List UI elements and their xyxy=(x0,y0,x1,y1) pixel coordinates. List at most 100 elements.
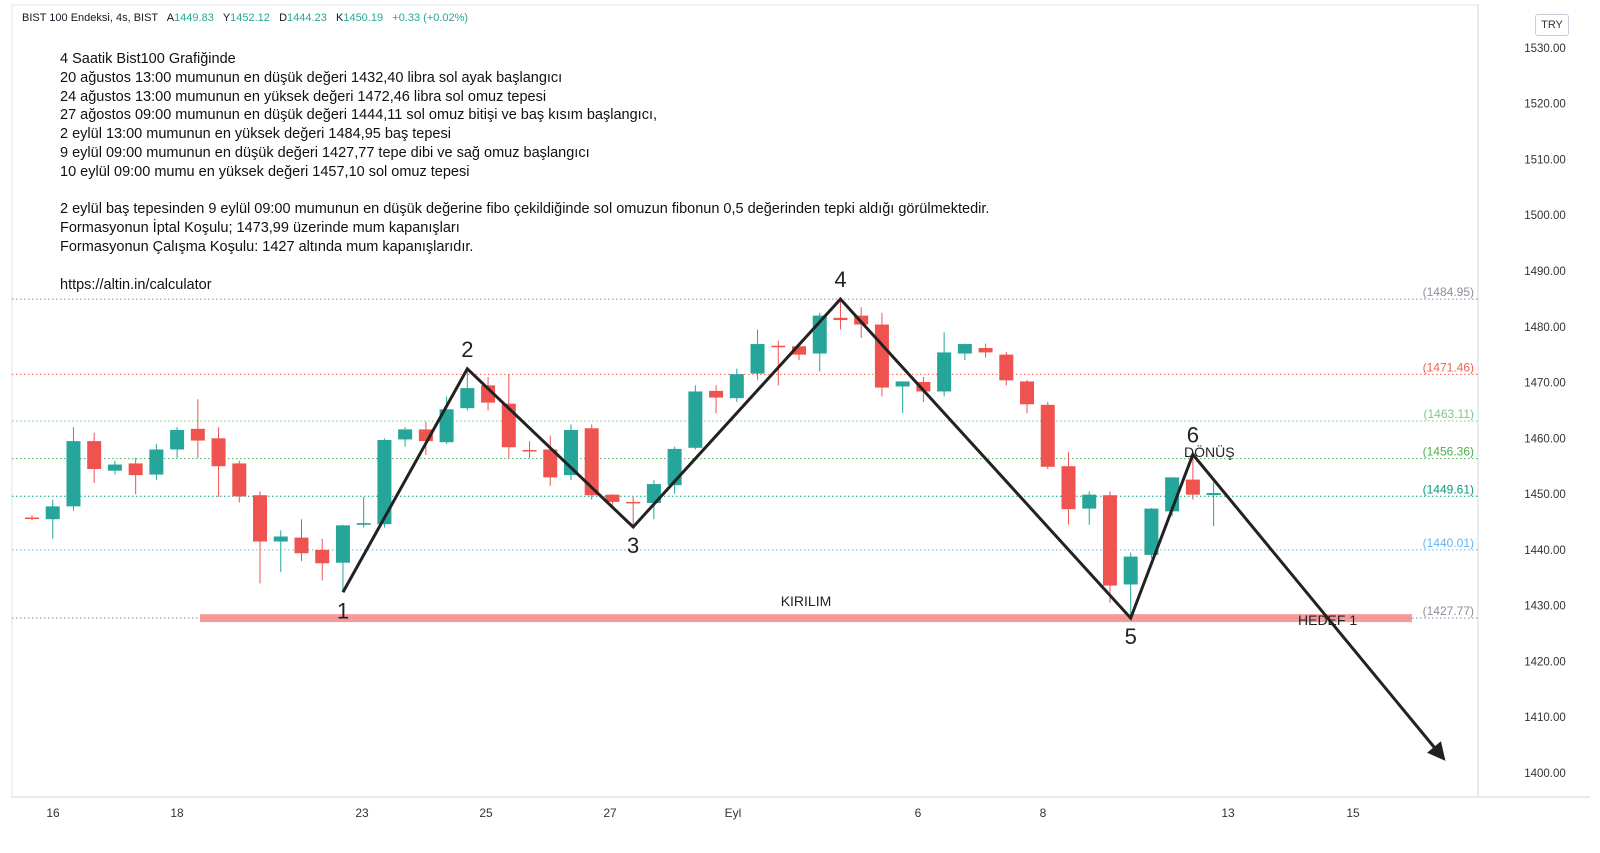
candle xyxy=(460,368,475,411)
y-tick-label: 1530.00 xyxy=(1524,43,1566,55)
candle-body xyxy=(190,428,205,441)
x-tick-label: 16 xyxy=(46,806,60,820)
candle xyxy=(418,421,433,456)
close-value: 1450.19 xyxy=(343,12,384,24)
high-label: Y xyxy=(222,12,231,24)
candle-body xyxy=(688,391,703,448)
candle-body xyxy=(792,346,807,355)
x-tick-label: 23 xyxy=(355,806,369,820)
candle-body xyxy=(833,317,848,321)
note-line: Formasyonun Çalışma Koşulu: 1427 altında… xyxy=(60,238,474,255)
pattern-point-label: 4 xyxy=(834,267,846,292)
x-tick-label: Eyl xyxy=(725,806,742,820)
candle xyxy=(501,374,516,458)
target-annotation: HEDEF 1 xyxy=(1298,612,1357,628)
candle xyxy=(688,385,703,450)
open-value: 1449.83 xyxy=(174,12,214,24)
candle-body xyxy=(253,495,268,542)
candle xyxy=(232,460,247,503)
note-line: 24 ağustos 13:00 mumunun en yüksek değer… xyxy=(60,88,547,105)
candle-body xyxy=(729,374,744,399)
note-line: 2 eylül baş tepesinden 9 eylül 09:00 mum… xyxy=(60,201,990,218)
candle xyxy=(1123,552,1138,619)
candle-body xyxy=(1206,493,1221,496)
candle xyxy=(1102,491,1117,603)
candle-body xyxy=(978,347,993,353)
y-tick-label: 1520.00 xyxy=(1524,99,1566,111)
x-tick-label: 13 xyxy=(1221,806,1235,820)
candle xyxy=(149,443,164,481)
candle xyxy=(978,343,993,358)
candle-body xyxy=(1102,495,1117,586)
candle xyxy=(729,368,744,403)
candle-body xyxy=(170,429,185,450)
y-tick-label: 1400.00 xyxy=(1524,768,1566,780)
close-label: K xyxy=(335,12,344,24)
candle-body xyxy=(709,390,724,398)
y-tick-label: 1480.00 xyxy=(1524,322,1566,334)
low-value: 1444.23 xyxy=(287,12,327,24)
candle xyxy=(522,441,537,458)
candle-body xyxy=(460,388,475,409)
projection-arrowhead xyxy=(1427,741,1446,761)
price-level-label: (1484.95) xyxy=(1423,285,1474,299)
candle xyxy=(937,332,952,397)
candle xyxy=(211,427,226,497)
candle-body xyxy=(874,324,889,388)
candle-body xyxy=(1061,466,1076,510)
high-value: 1452.12 xyxy=(230,12,270,24)
candle-body xyxy=(1020,381,1035,405)
candle xyxy=(253,491,268,584)
low-label: D xyxy=(279,12,288,24)
price-level-label: (1449.61) xyxy=(1423,482,1474,496)
analysis-note: 4 Saatik Bist100 Grafiğinde 20 ağustos 13… xyxy=(60,50,989,294)
x-tick-label: 18 xyxy=(170,806,184,820)
y-tick-label: 1490.00 xyxy=(1524,266,1566,278)
y-tick-label: 1410.00 xyxy=(1524,712,1566,724)
x-tick-label: 15 xyxy=(1346,806,1360,820)
candle xyxy=(1082,491,1097,525)
candle-body xyxy=(335,525,350,563)
open-label: A xyxy=(166,12,175,24)
candle-body xyxy=(211,438,226,467)
currency-button[interactable]: TRY xyxy=(1535,14,1569,36)
candle-body xyxy=(439,409,454,443)
note-line: 9 eylül 09:00 mumunun en düşük değeri 14… xyxy=(60,144,590,161)
y-tick-label: 1420.00 xyxy=(1524,656,1566,668)
candle xyxy=(398,427,413,447)
candle xyxy=(957,343,972,361)
price-level-label: (1440.01) xyxy=(1423,536,1474,550)
candle xyxy=(315,538,330,581)
note-line: Formasyonun İptal Koşulu; 1473,99 üzerin… xyxy=(60,220,460,237)
note-line: 27 ağostos 09:00 mumunun en düşük değeri… xyxy=(60,107,657,124)
candle xyxy=(273,530,288,573)
candle-body xyxy=(87,441,102,469)
pattern-point-label: 2 xyxy=(461,337,473,362)
candle-body xyxy=(1185,479,1200,495)
candle-body xyxy=(937,352,952,392)
candle xyxy=(543,435,558,486)
candle-body xyxy=(294,537,309,554)
note-line: 20 ağustos 13:00 mumunun en düşük değeri… xyxy=(60,69,563,86)
candle-body xyxy=(543,449,558,478)
candle xyxy=(66,427,81,511)
candle-body xyxy=(957,344,972,354)
candle-body xyxy=(107,464,122,471)
candle xyxy=(1206,482,1221,527)
candle xyxy=(335,524,350,592)
symbol-label[interactable]: BIST 100 Endeksi, 4s, BIST xyxy=(22,12,159,24)
candle-body xyxy=(273,536,288,542)
reversal-annotation: DÖNÜŞ xyxy=(1184,443,1235,460)
candle-body xyxy=(128,463,143,476)
candle-body xyxy=(377,439,392,525)
candle-body xyxy=(1144,508,1159,555)
candle xyxy=(1061,452,1076,525)
change-value: +0.33 (+0.02%) xyxy=(392,12,469,24)
candle xyxy=(750,329,765,380)
candle-body xyxy=(895,381,910,387)
x-tick-label: 8 xyxy=(1040,806,1047,820)
candle-body xyxy=(398,429,413,440)
candle-body xyxy=(25,517,39,520)
